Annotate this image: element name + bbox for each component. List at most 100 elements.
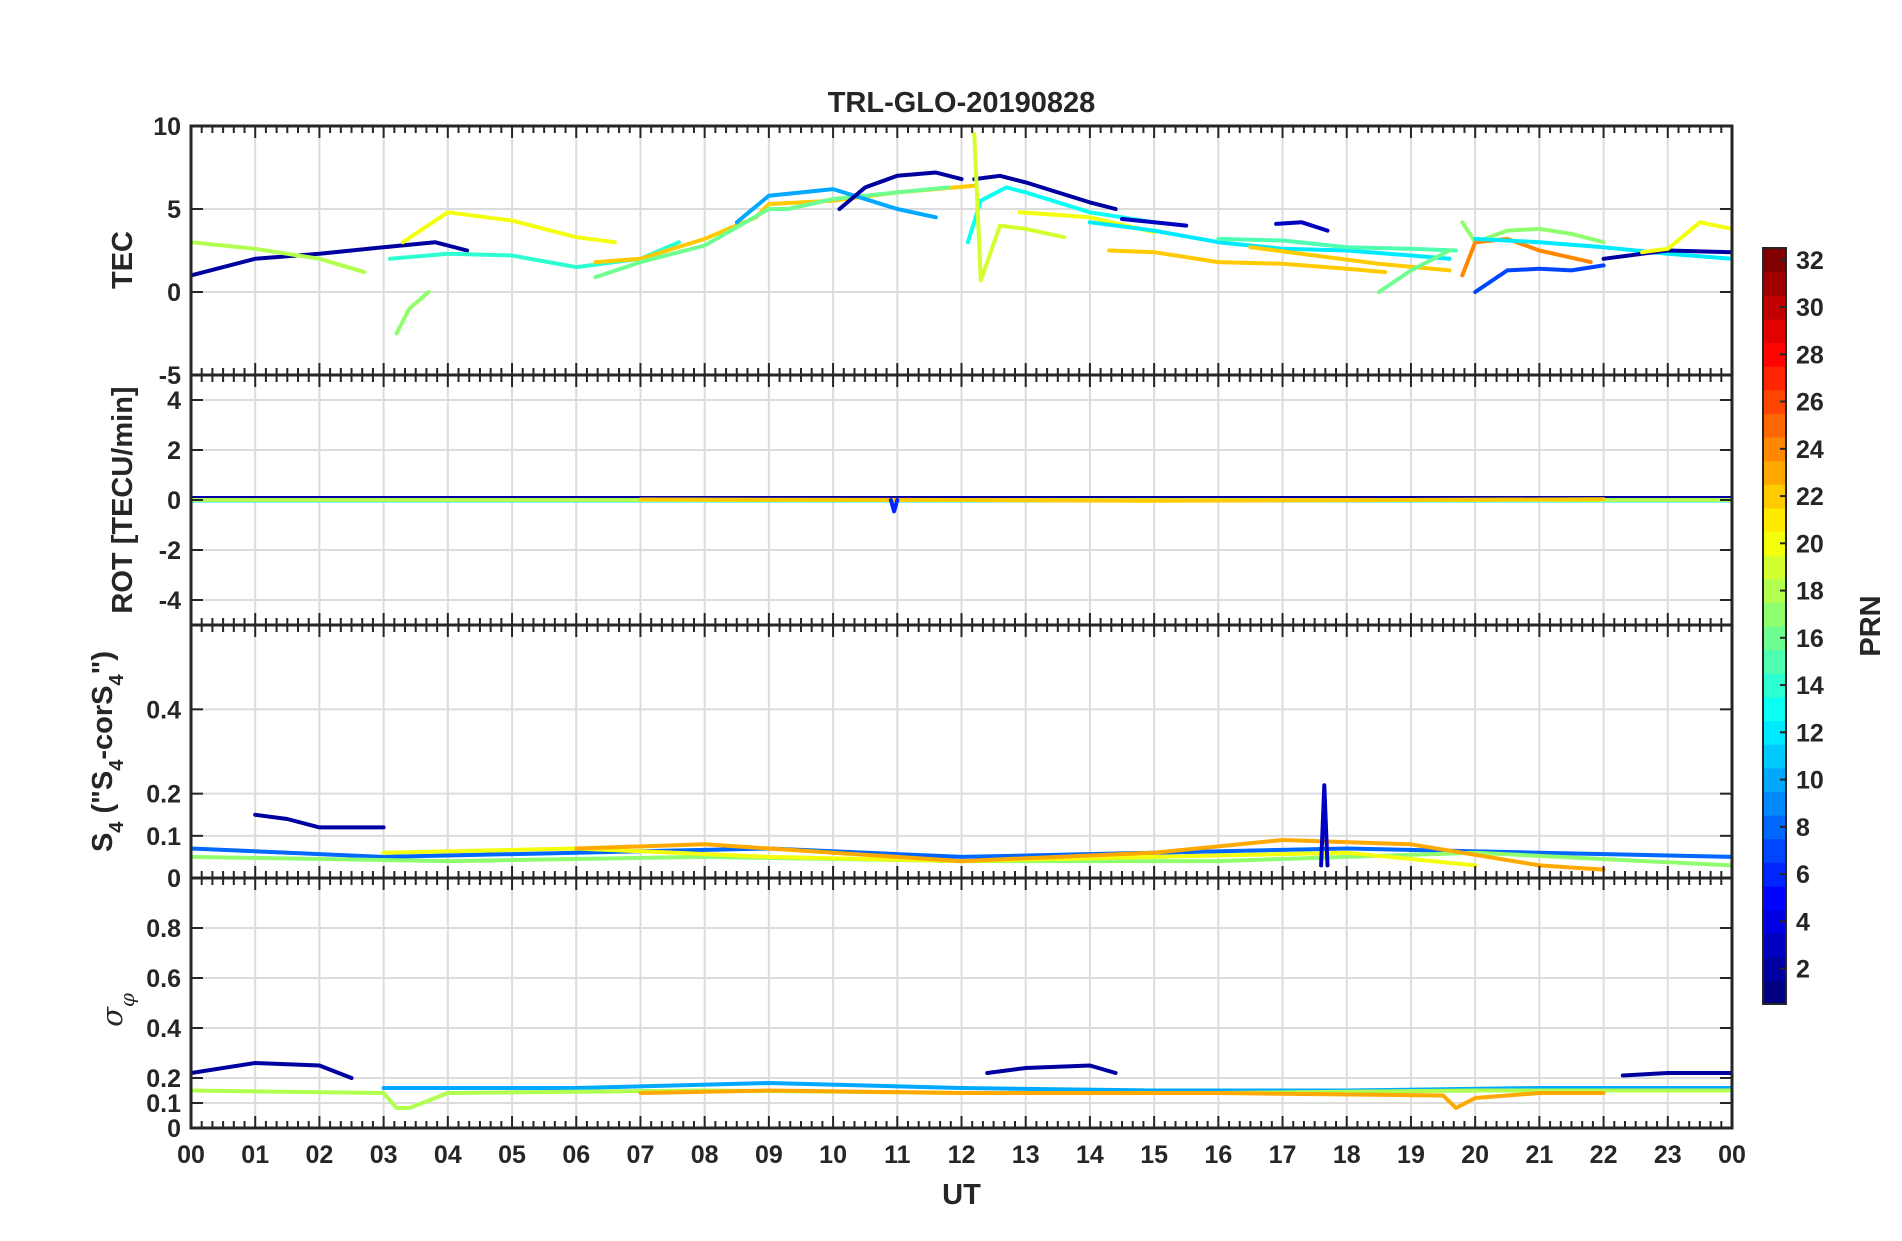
y-tick-label: 0.4 — [146, 696, 181, 724]
colorbar-tick-label: 16 — [1796, 625, 1824, 653]
colorbar-band — [1763, 531, 1786, 556]
panel-s4: 00.10.20.4S4 ("S4-corS4") — [87, 623, 1734, 893]
series-line-prn-20 — [1640, 220, 1732, 255]
colorbar-tick-label: 30 — [1796, 294, 1824, 322]
series-line-prn-2 — [985, 1063, 1118, 1075]
series-line-prn-2 — [191, 1061, 354, 1080]
series-line-prn-2 — [1620, 1071, 1732, 1078]
y-tick-label: 0.1 — [146, 1090, 181, 1118]
y-axis-title-part: S — [87, 833, 119, 852]
panel-series — [191, 783, 1732, 872]
series-line-prn-3 — [1274, 220, 1330, 233]
series-line-prn-7 — [1473, 263, 1606, 294]
colorbar-band — [1763, 815, 1786, 840]
y-tick-label: -4 — [159, 587, 181, 615]
colorbar-band — [1763, 649, 1786, 674]
y-axis-title-part: -corS — [87, 686, 119, 760]
series-line-prn-23 — [574, 838, 1606, 872]
x-tick-label: 14 — [1076, 1141, 1104, 1169]
colorbar-band — [1763, 767, 1786, 792]
y-tick-label: 0 — [167, 1115, 181, 1143]
colorbar-tick-label: 28 — [1796, 341, 1824, 369]
x-tick-label: 06 — [562, 1141, 590, 1169]
colorbar-tick-label: 22 — [1796, 483, 1824, 511]
colorbar-band — [1763, 271, 1786, 296]
colorbar-band — [1763, 437, 1786, 462]
y-axis-title-part: 4 — [106, 674, 128, 686]
colorbar-band — [1763, 720, 1786, 745]
panel-sigma: 00.10.2 0.4 0.6 0.8 σφ — [95, 876, 1734, 1143]
series-line-prn-15 — [1216, 236, 1458, 253]
colorbar-band — [1763, 980, 1786, 1005]
colorbar-band — [1763, 956, 1786, 981]
colorbar-band — [1763, 295, 1786, 320]
x-tick-label: 12 — [948, 1141, 976, 1169]
y-tick-label: 0.6 — [146, 965, 181, 993]
y-axis-title-part: ") — [87, 651, 119, 674]
x-tick-label: 08 — [691, 1141, 719, 1169]
x-tick-label: 05 — [498, 1141, 526, 1169]
x-tick-label: 21 — [1525, 1141, 1553, 1169]
x-tick-label: 04 — [434, 1141, 462, 1169]
colorbar-tick-label: 20 — [1796, 530, 1824, 558]
x-tick-label: 03 — [370, 1141, 398, 1169]
y-tick-label: 0.8 — [146, 915, 181, 943]
colorbar-tick-label: 18 — [1796, 578, 1824, 606]
y-tick-label: 0 — [167, 487, 181, 515]
y-axis-title-part: ("S — [87, 771, 119, 822]
series-line-prn-19 — [972, 132, 1067, 283]
colorbar-band — [1763, 933, 1786, 958]
colorbar-tick-label: 32 — [1796, 247, 1824, 275]
x-tick-label: 19 — [1397, 1141, 1425, 1169]
colorbar-tick-label: 8 — [1796, 814, 1810, 842]
series-line-prn-23 — [638, 1088, 1606, 1110]
colorbar-tick-label: 2 — [1796, 956, 1810, 984]
x-tick-label: 17 — [1269, 1141, 1297, 1169]
series-line-prn-2 — [191, 240, 470, 278]
y-axis-title: S4 ("S4-corS4") — [87, 651, 128, 852]
x-tick-label: 13 — [1012, 1141, 1040, 1169]
series-line-prn-10 — [381, 1081, 1732, 1093]
y-axis-title: TEC — [107, 231, 139, 289]
y-tick-label: 0.1 — [146, 823, 181, 851]
x-tick-label: 16 — [1204, 1141, 1232, 1169]
y-tick-label: 2 — [167, 437, 181, 465]
colorbar-band — [1763, 460, 1786, 485]
colorbar-band — [1763, 626, 1786, 651]
colorbar-band — [1763, 673, 1786, 698]
series-line-prn-12 — [1087, 220, 1452, 261]
y-axis-title-part: φ — [115, 993, 139, 1007]
chart-title: TRL-GLO-20190828 — [828, 87, 1096, 119]
y-axis-title-part: σ — [95, 1006, 129, 1027]
x-tick-label: 23 — [1654, 1141, 1682, 1169]
colorbar-band — [1763, 602, 1786, 627]
x-tick-label: 01 — [241, 1141, 269, 1169]
colorbar-tick-label: 12 — [1796, 719, 1824, 747]
series-line-prn-18 — [191, 1088, 1732, 1110]
series-line-prn-17 — [1460, 220, 1606, 245]
y-axis-title-part: 4 — [106, 821, 128, 833]
colorbar-band — [1763, 885, 1786, 911]
colorbar-band — [1763, 862, 1786, 887]
x-tick-label: 10 — [819, 1141, 847, 1169]
colorbar-frame — [1762, 247, 1787, 1005]
colorbar-band — [1763, 744, 1786, 769]
x-tick-label: 20 — [1461, 1141, 1489, 1169]
colorbar-tick-label: 26 — [1796, 389, 1824, 417]
series-line-prn-2 — [253, 812, 386, 830]
colorbar-band — [1763, 555, 1786, 580]
colorbar-tick-label: 24 — [1796, 436, 1824, 464]
y-tick-label: 5 — [167, 196, 181, 224]
x-tick-label: 02 — [306, 1141, 334, 1169]
series-line-prn-20 — [400, 210, 617, 245]
x-axis-title: UT — [942, 1179, 981, 1211]
y-tick-label: 0.4 — [146, 1015, 181, 1043]
y-tick-label: 10 — [153, 113, 181, 141]
series-line-prn-2 — [837, 170, 964, 211]
colorbar-band — [1763, 318, 1786, 344]
colorbar-tick-label: 4 — [1796, 908, 1810, 936]
colorbar-band — [1763, 389, 1786, 414]
colorbar-band — [1763, 413, 1786, 438]
